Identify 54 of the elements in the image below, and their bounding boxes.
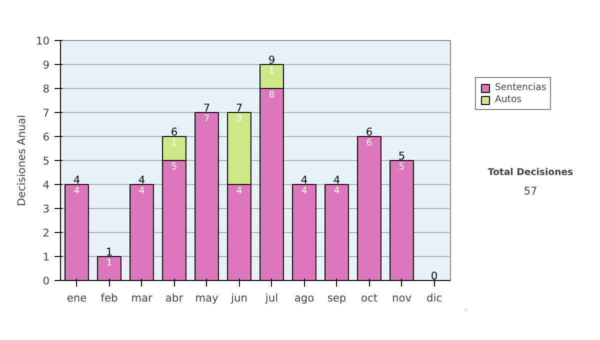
- y-tick-label: 9: [42, 58, 50, 72]
- x-tick-label: ago: [294, 292, 314, 304]
- data-label: 1: [106, 258, 112, 268]
- text: Total Decisiones: [488, 167, 574, 178]
- data-label: 5: [398, 162, 405, 172]
- x-tick-label: jun: [230, 292, 248, 304]
- data-label: 4: [138, 186, 145, 196]
- total-label: 9: [268, 54, 276, 66]
- total-label: 7: [203, 102, 210, 114]
- total-label: 4: [300, 174, 308, 186]
- data-label: 4: [236, 186, 242, 196]
- y-tick-label: 3: [42, 202, 50, 216]
- data-label: 4: [334, 186, 340, 196]
- x-tick-label: feb: [100, 292, 118, 304]
- y-tick-label: 6: [42, 130, 50, 144]
- data-label: 7: [204, 114, 210, 124]
- y-tick-label: 2: [42, 226, 50, 240]
- total-label: 1: [106, 246, 113, 258]
- x-tick-label: mar: [131, 292, 154, 304]
- x-tick-label: abr: [165, 292, 184, 304]
- x-tick-label: oct: [360, 292, 378, 304]
- x-tick-label: dic: [426, 292, 442, 304]
- legend-label: Autos: [495, 94, 522, 105]
- total-label: 4: [73, 174, 80, 186]
- total-label: 6: [366, 126, 373, 138]
- total-label: 0: [430, 270, 438, 282]
- y-tick-label: 7: [42, 106, 50, 120]
- total-label: 4: [333, 174, 340, 186]
- total-label: 7: [236, 102, 243, 114]
- x-tick-label: jul: [264, 292, 278, 304]
- x-tick-label: sep: [327, 292, 346, 304]
- text: 57: [524, 184, 538, 198]
- data-label: 3: [236, 114, 242, 124]
- y-tick-label: 1: [42, 250, 50, 264]
- total-label: 5: [398, 150, 406, 162]
- total-label: 6: [170, 126, 178, 138]
- total-label: 4: [138, 174, 146, 186]
- data-label: 4: [301, 186, 308, 196]
- data-label: 4: [74, 186, 80, 196]
- data-label: 1: [171, 138, 178, 148]
- y-tick-label: 10: [36, 34, 50, 48]
- y-tick-label: 4: [42, 178, 50, 192]
- data-label: 5: [171, 162, 178, 172]
- data-label: 1: [268, 66, 275, 76]
- y-tick-label: 5: [42, 154, 50, 168]
- y-tick-label: 8: [42, 82, 50, 96]
- legend-label: Sentencias: [495, 82, 546, 93]
- data-label: 8: [268, 90, 275, 100]
- data-label: 6: [366, 138, 372, 148]
- x-tick-label: nov: [392, 292, 412, 304]
- x-tick-label: may: [195, 292, 218, 304]
- y-axis-title: Decisiones Anual: [14, 114, 28, 206]
- y-tick-label: 0: [42, 274, 50, 288]
- x-tick-label: ene: [66, 292, 87, 304]
